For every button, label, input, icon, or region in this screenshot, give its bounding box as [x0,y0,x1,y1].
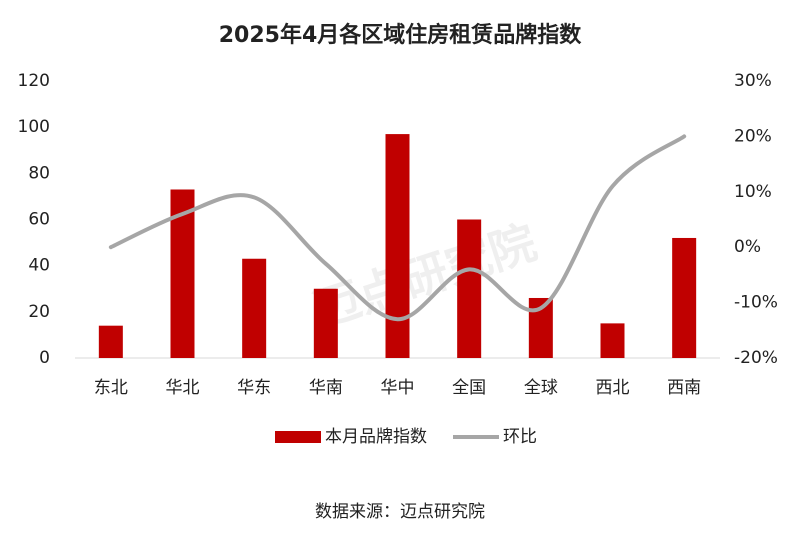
bar [600,323,625,358]
watermark: 迈点研究院 [307,215,542,337]
y-tick-label: 100 [18,117,50,137]
x-tick-label: 华南 [309,378,343,398]
bar [313,288,338,358]
source: 数据来源：迈点研究院 [315,502,485,522]
y-tick-label: 80 [28,163,50,183]
x-tick-label: 华中 [381,378,415,398]
y-tick-label: 0 [39,348,50,368]
y2-tick-label: 20% [734,126,772,146]
x-tick-label: 华北 [166,378,200,398]
y-tick-label: 60 [28,210,50,230]
y2-tick-label: 30% [734,71,772,91]
y2-tick-label: 10% [734,182,772,202]
legend-label: 本月品牌指数 [325,427,427,447]
x-tick-label: 西北 [596,378,630,398]
bar [672,237,697,358]
x-tick-label: 西南 [667,378,701,398]
bar [385,134,410,358]
y2-tick-label: -10% [734,293,778,313]
y-tick-label: 40 [28,256,50,276]
y-tick-label: 20 [28,302,50,322]
x-tick-label: 全国 [452,378,486,398]
y-tick-label: 120 [18,71,50,91]
bar [457,219,482,358]
x-tick-label: 全球 [524,378,558,398]
legend-swatch [275,431,321,443]
y2-tick-label: -20% [734,348,778,368]
bar [98,325,123,358]
bar [242,258,267,358]
y2-tick-label: 0% [734,237,761,257]
x-tick-label: 东北 [94,378,128,398]
line [108,134,687,322]
chart-title: 2025年4月各区域住房租赁品牌指数 [219,22,583,48]
legend-label: 环比 [503,427,537,447]
x-tick-label: 华东 [237,378,271,398]
